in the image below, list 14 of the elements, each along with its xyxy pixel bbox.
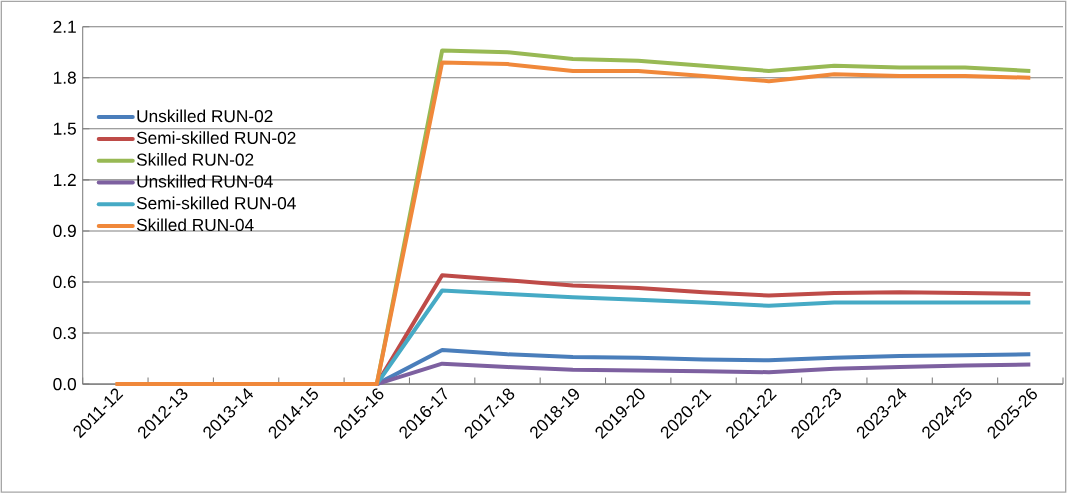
legend-label: Semi-skilled RUN-04 [136, 196, 296, 210]
y-tick-label: 1.2 [53, 173, 76, 186]
y-tick-label: 0.3 [53, 326, 76, 339]
y-tick-label: 2.1 [53, 20, 76, 33]
y-tick-label: 1.5 [53, 122, 76, 135]
y-tick-label: 0.0 [53, 377, 77, 390]
legend-label: Unskilled RUN-04 [137, 174, 273, 188]
y-tick-label: 0.6 [53, 275, 76, 288]
y-tick-label: 0.9 [53, 224, 76, 237]
y-tick-label: 1.8 [53, 71, 76, 84]
legend-label: Unskilled RUN-02 [137, 109, 273, 123]
legend-label: Skilled RUN-04 [136, 218, 254, 231]
legend-label: Skilled RUN-02 [136, 152, 254, 166]
legend-label: Semi-skilled RUN-02 [136, 131, 296, 144]
